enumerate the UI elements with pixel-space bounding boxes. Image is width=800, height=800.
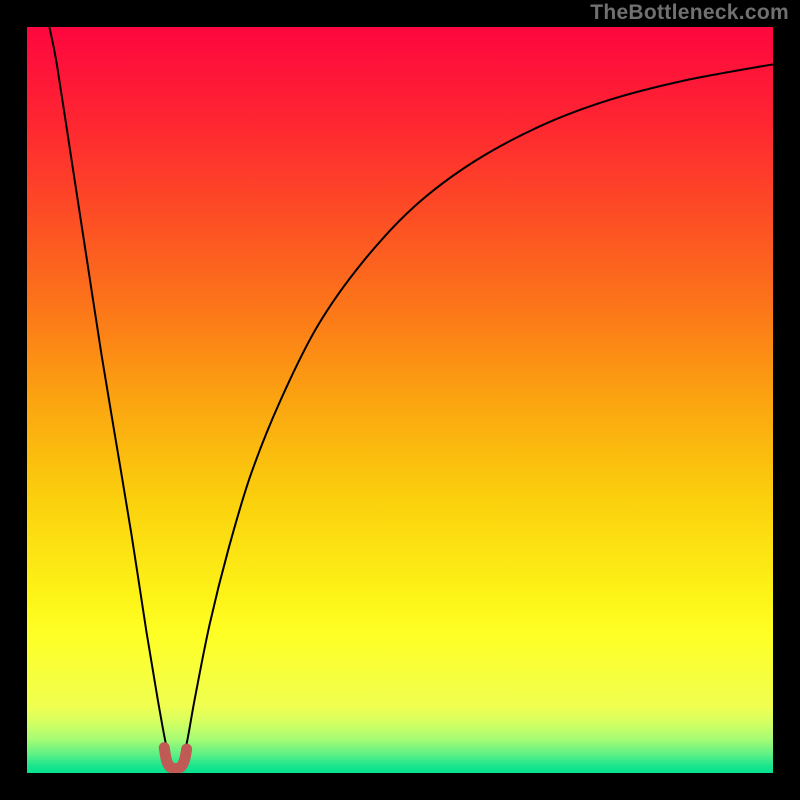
watermark-text: TheBottleneck.com <box>590 1 789 25</box>
chart-svg <box>27 27 773 773</box>
chart-frame: TheBottleneck.com <box>0 0 800 800</box>
plot-area <box>27 27 773 773</box>
gradient-background <box>27 27 773 773</box>
